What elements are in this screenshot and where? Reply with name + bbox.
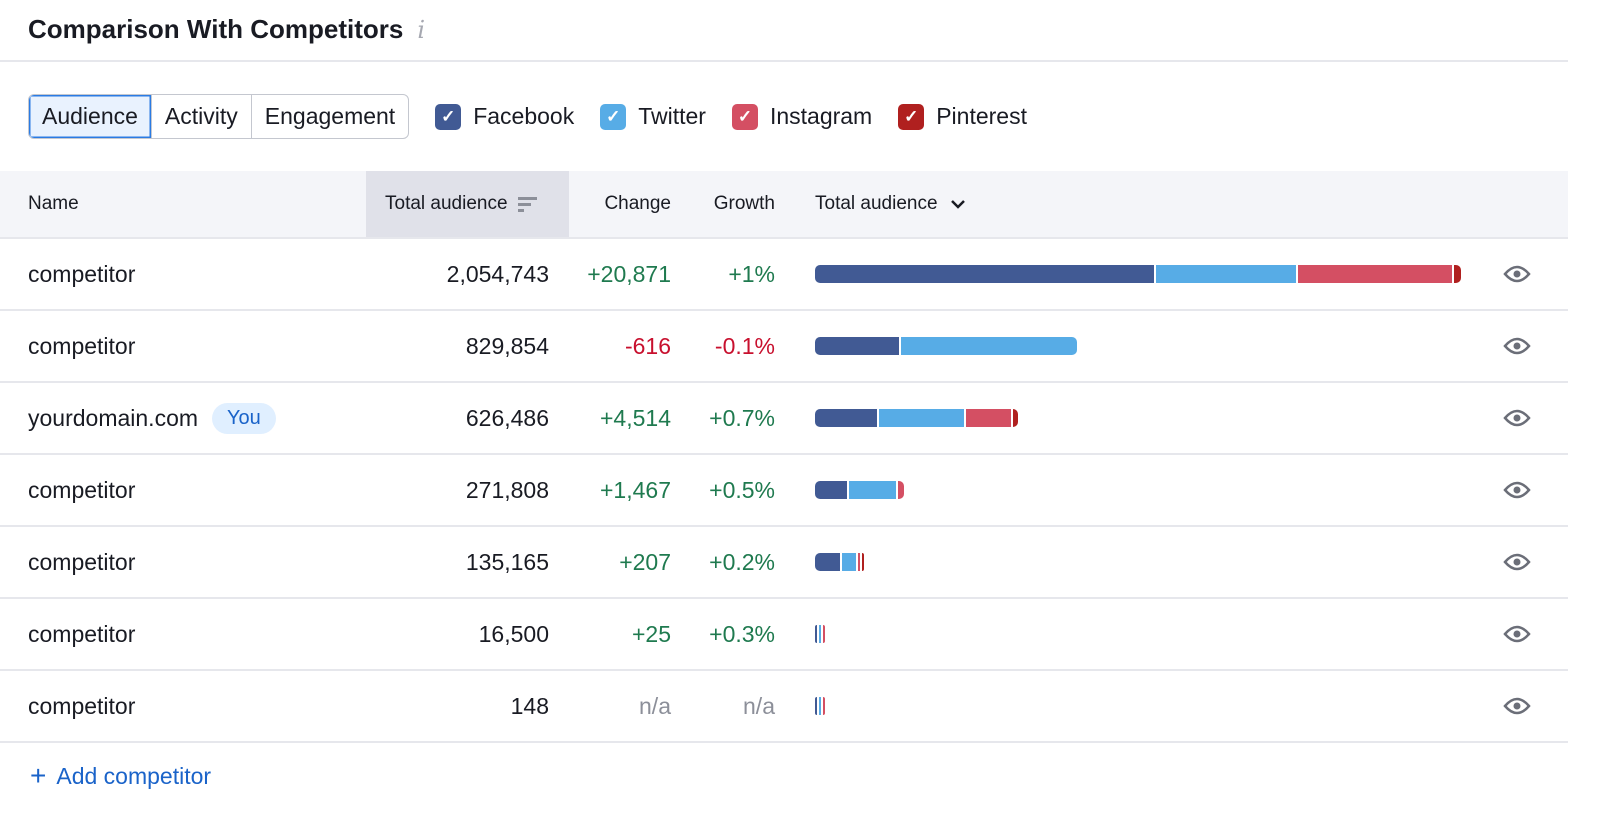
eye-icon[interactable] — [1503, 383, 1531, 453]
growth-value: +0.3% — [709, 620, 775, 647]
column-growth[interactable]: Growth — [713, 193, 775, 214]
audience-bar — [815, 311, 1078, 381]
table-row: competitor 829,854 -616 -0.1% — [0, 311, 1568, 383]
eye-icon[interactable] — [1503, 239, 1531, 309]
bar-segment-instagram — [823, 697, 825, 715]
competitor-name: competitor — [28, 260, 136, 287]
bar-segment-pinterest — [1453, 265, 1461, 283]
tab-audience[interactable]: Audience — [29, 95, 151, 138]
change-value: -616 — [624, 332, 671, 359]
total-audience: 829,854 — [465, 332, 549, 359]
total-audience: 626,486 — [465, 404, 549, 431]
column-bar-select[interactable]: Total audience — [815, 171, 966, 237]
bar-segment-facebook — [815, 265, 1154, 283]
checkbox-facebook[interactable]: ✓ Facebook — [435, 103, 574, 130]
checkbox-pinterest[interactable]: ✓ Pinterest — [898, 103, 1027, 130]
table-row: competitor 271,808 +1,467 +0.5% — [0, 455, 1568, 527]
bar-segment-instagram — [1297, 265, 1452, 283]
eye-icon[interactable] — [1503, 455, 1531, 525]
eye-icon[interactable] — [1503, 599, 1531, 669]
add-competitor-button[interactable]: + Add competitor — [30, 760, 212, 791]
total-audience: 135,165 — [465, 548, 549, 575]
audience-bar — [815, 671, 825, 741]
controls: Audience Activity Engagement ✓ Facebook ✓ Twi… — [28, 94, 1027, 139]
bar-segment-pinterest — [862, 553, 865, 571]
bar-segment-twitter — [848, 481, 896, 499]
competitor-name: yourdomain.com — [28, 404, 199, 431]
table-row: competitor 2,054,743 +20,871 +1% — [0, 239, 1568, 311]
checkmark-icon: ✓ — [600, 103, 627, 130]
growth-value: +0.7% — [709, 404, 775, 431]
checkbox-twitter[interactable]: ✓ Twitter — [600, 103, 706, 130]
change-value: +1,467 — [600, 476, 671, 503]
you-badge: You — [212, 402, 276, 434]
tab-group: Audience Activity Engagement — [28, 94, 410, 139]
tab-engagement[interactable]: Engagement — [250, 95, 408, 138]
bar-segment-twitter — [900, 337, 1078, 355]
checkbox-instagram[interactable]: ✓ Instagram — [731, 103, 872, 130]
bar-segment-facebook — [815, 481, 847, 499]
change-value: +25 — [631, 620, 671, 647]
eye-icon[interactable] — [1503, 671, 1531, 741]
bar-segment-pinterest — [1013, 409, 1018, 427]
competitor-name: competitor — [28, 620, 136, 647]
bar-segment-twitter — [878, 409, 964, 427]
column-name[interactable]: Name — [28, 193, 79, 214]
bar-segment-instagram — [897, 481, 905, 499]
change-value: +207 — [619, 548, 671, 575]
table-row: yourdomain.com You 626,486 +4,514 +0.7% — [0, 383, 1568, 455]
bar-segment-instagram — [858, 553, 861, 571]
info-icon[interactable]: i — [417, 15, 426, 44]
competitor-name: competitor — [28, 692, 136, 719]
tab-activity[interactable]: Activity — [150, 95, 251, 138]
change-value: +4,514 — [600, 404, 671, 431]
change-value: +20,871 — [587, 260, 671, 287]
bar-segment-facebook — [815, 337, 899, 355]
bar-segment-instagram — [965, 409, 1012, 427]
total-audience: 2,054,743 — [446, 260, 549, 287]
bar-segment-twitter — [1155, 265, 1296, 283]
bar-segment-twitter — [842, 553, 857, 571]
bar-segment-facebook — [815, 553, 841, 571]
audience-bar — [815, 599, 825, 669]
divider — [0, 60, 1568, 62]
competitor-name: competitor — [28, 548, 136, 575]
total-audience: 16,500 — [478, 620, 549, 647]
column-total-audience[interactable]: Total audience — [366, 171, 569, 237]
bar-segment-instagram — [823, 625, 825, 643]
sort-icon — [517, 197, 537, 212]
growth-value: +0.5% — [709, 476, 775, 503]
bar-segment-twitter — [819, 697, 821, 715]
total-audience: 148 — [510, 692, 549, 719]
audience-bar — [815, 239, 1461, 309]
eye-icon[interactable] — [1503, 311, 1531, 381]
chevron-down-icon — [950, 200, 965, 209]
table-row: competitor 16,500 +25 +0.3% — [0, 599, 1568, 671]
competitor-name: competitor — [28, 332, 136, 359]
growth-value: n/a — [743, 692, 775, 719]
growth-value: -0.1% — [714, 332, 775, 359]
table-row: competitor 148 n/a n/a — [0, 671, 1568, 743]
checkmark-icon: ✓ — [731, 103, 758, 130]
bar-segment-facebook — [815, 625, 817, 643]
audience-bar — [815, 383, 1018, 453]
plus-icon: + — [30, 760, 47, 791]
total-audience: 271,808 — [465, 476, 549, 503]
bar-segment-facebook — [815, 697, 817, 715]
eye-icon[interactable] — [1503, 527, 1531, 597]
bar-segment-facebook — [815, 409, 877, 427]
change-value: n/a — [639, 692, 671, 719]
page-title: Comparison With Competitors i — [28, 14, 426, 44]
table-row: competitor 135,165 +207 +0.2% — [0, 527, 1568, 599]
growth-value: +1% — [728, 260, 775, 287]
audience-bar — [815, 455, 905, 525]
bar-segment-twitter — [819, 625, 821, 643]
checkmark-icon: ✓ — [435, 103, 462, 130]
growth-value: +0.2% — [709, 548, 775, 575]
column-change[interactable]: Change — [604, 193, 671, 214]
competitor-name: competitor — [28, 476, 136, 503]
table-header: Name Total audience Change Growth Total … — [0, 171, 1568, 239]
audience-bar — [815, 527, 865, 597]
checkmark-icon: ✓ — [898, 103, 925, 130]
